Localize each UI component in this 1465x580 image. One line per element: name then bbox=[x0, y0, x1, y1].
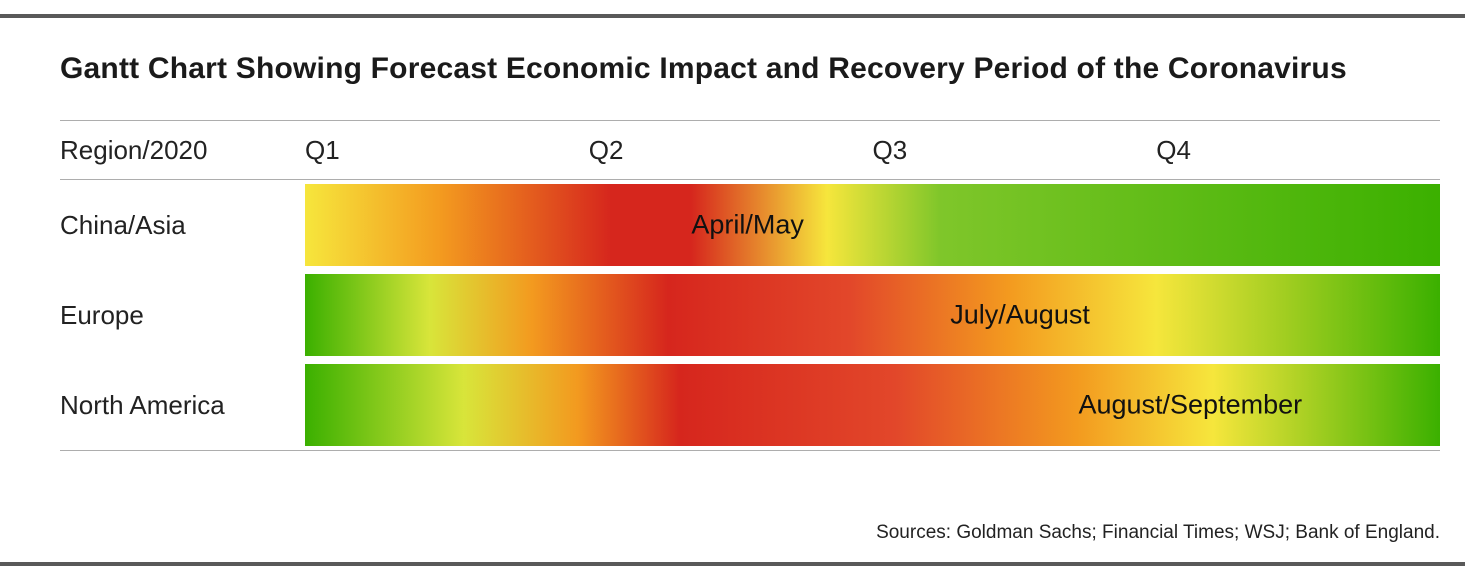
chart-title: Gantt Chart Showing Forecast Economic Im… bbox=[60, 52, 1347, 86]
region-label: China/Asia bbox=[60, 210, 305, 241]
chart-body: Region/2020 Q1 Q2 Q3 Q4 China/Asia April… bbox=[60, 120, 1440, 451]
quarter-header: Q1 Q2 Q3 Q4 bbox=[305, 121, 1440, 179]
top-rule bbox=[0, 14, 1465, 18]
table-row: Europe July/August bbox=[60, 270, 1440, 360]
impact-bar: April/May bbox=[305, 184, 1440, 266]
quarter-label: Q4 bbox=[1156, 135, 1440, 166]
recovery-label: July/August bbox=[950, 300, 1090, 331]
region-label: Europe bbox=[60, 300, 305, 331]
table-row: North America August/September bbox=[60, 360, 1440, 450]
recovery-label: April/May bbox=[691, 210, 804, 241]
quarter-label: Q3 bbox=[873, 135, 1157, 166]
impact-bar: July/August bbox=[305, 274, 1440, 356]
bottom-rule bbox=[0, 562, 1465, 566]
rule-below-rows bbox=[60, 450, 1440, 451]
recovery-label: August/September bbox=[1078, 390, 1302, 421]
impact-bar: August/September bbox=[305, 364, 1440, 446]
header-label: Region/2020 bbox=[60, 135, 305, 166]
gantt-chart-figure: Gantt Chart Showing Forecast Economic Im… bbox=[0, 0, 1465, 580]
quarter-label: Q2 bbox=[589, 135, 873, 166]
header-row: Region/2020 Q1 Q2 Q3 Q4 bbox=[60, 121, 1440, 179]
table-row: China/Asia April/May bbox=[60, 180, 1440, 270]
sources-caption: Sources: Goldman Sachs; Financial Times;… bbox=[876, 522, 1440, 544]
region-label: North America bbox=[60, 390, 305, 421]
quarter-label: Q1 bbox=[305, 135, 589, 166]
